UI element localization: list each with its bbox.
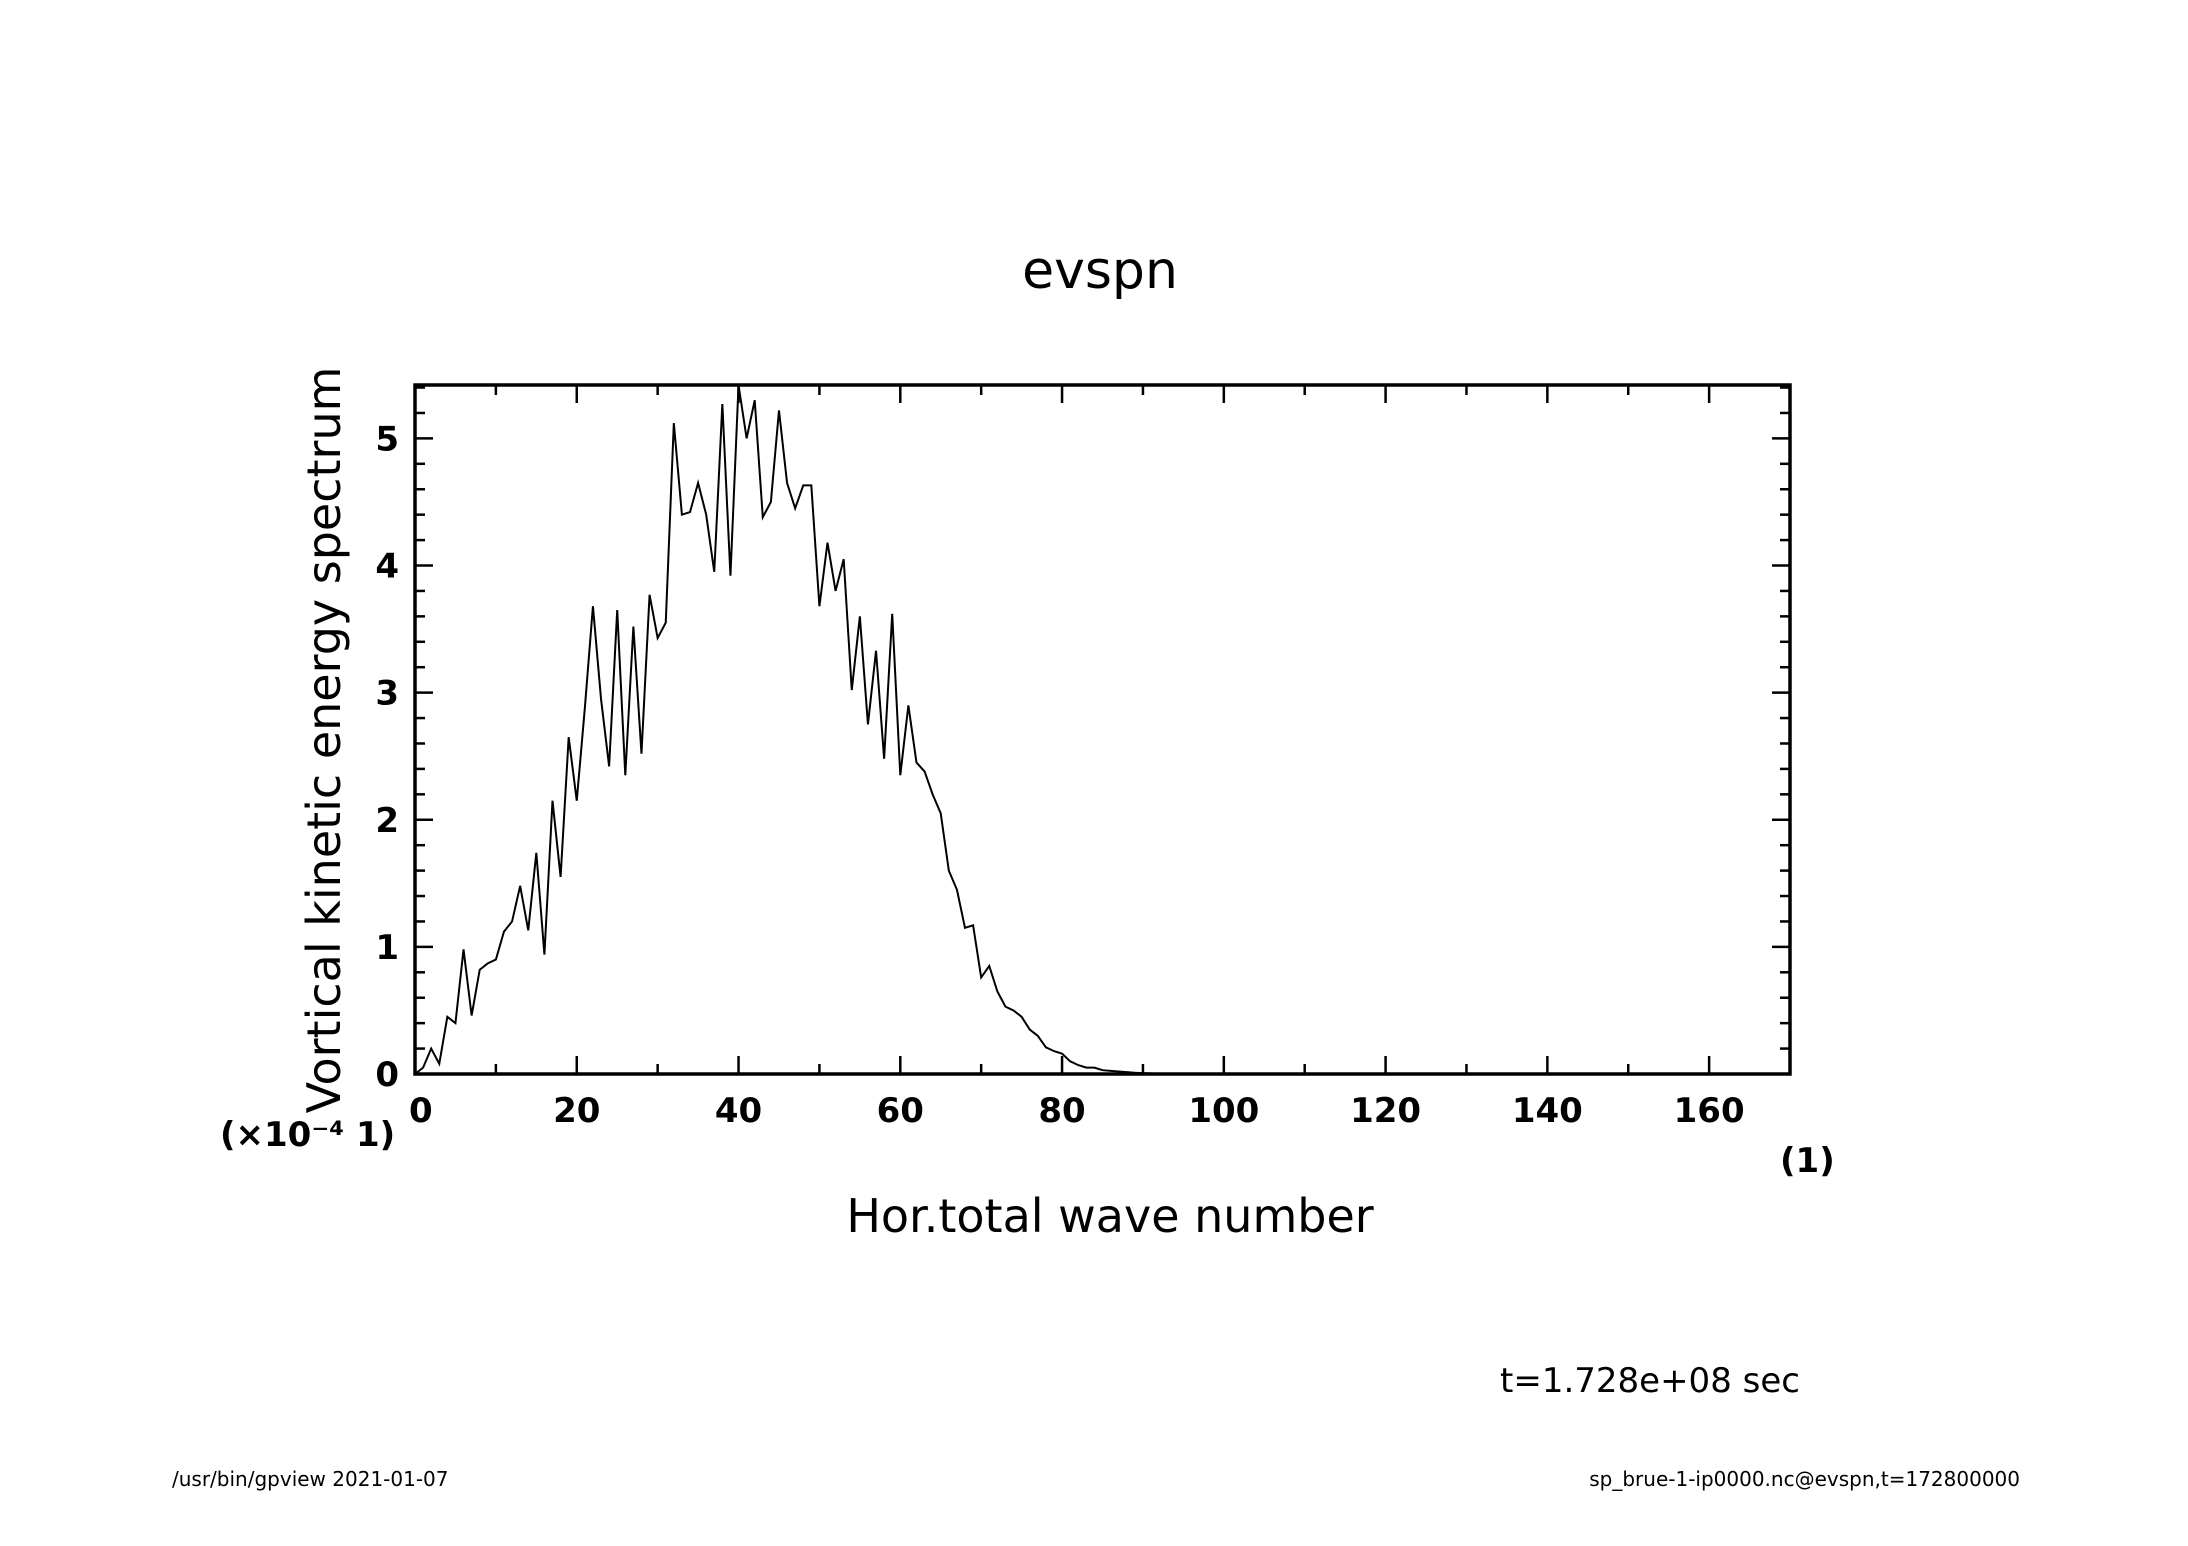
x-tick-label: 0 (409, 1091, 433, 1131)
y-axis-label: Vortical kinetic energy spectrum (297, 367, 351, 1114)
x-tick-label: 40 (715, 1091, 762, 1131)
x-unit-label: (1) (1780, 1141, 1835, 1181)
time-label: t=1.728e+08 sec (1500, 1361, 1800, 1401)
x-tick-label: 100 (1188, 1091, 1259, 1131)
x-tick-label: 80 (1038, 1091, 1085, 1131)
y-tick-label: 1 (375, 928, 399, 968)
y-tick-label: 2 (375, 801, 399, 841)
y-tick-label: 4 (375, 547, 399, 587)
y-scale-factor: (×10⁻⁴ 1) (220, 1115, 395, 1155)
plot-frame (413, 383, 1792, 1076)
footer-left: /usr/bin/gpview 2021-01-07 (172, 1467, 449, 1491)
tick-labels: 0 20 40 60 80 100 120 140 160 0 1 2 3 4 5 (375, 419, 1744, 1131)
footer-right: sp_brue-1-ip0000.nc@evspn,t=172800000 (1589, 1467, 2020, 1491)
y-tick-label: 3 (375, 674, 399, 714)
x-tick-label: 20 (553, 1091, 600, 1131)
y-tick-label: 0 (375, 1055, 399, 1095)
x-tick-label: 60 (877, 1091, 924, 1131)
series-line (414, 384, 1790, 1075)
axis-ticks (415, 385, 1790, 1074)
x-tick-label: 120 (1350, 1091, 1421, 1131)
chart-title: evspn (1022, 241, 1178, 301)
x-tick-label: 140 (1512, 1091, 1583, 1131)
x-tick-label: 160 (1674, 1091, 1745, 1131)
x-axis-label: Hor.total wave number (846, 1189, 1373, 1243)
y-tick-label: 5 (375, 419, 399, 459)
